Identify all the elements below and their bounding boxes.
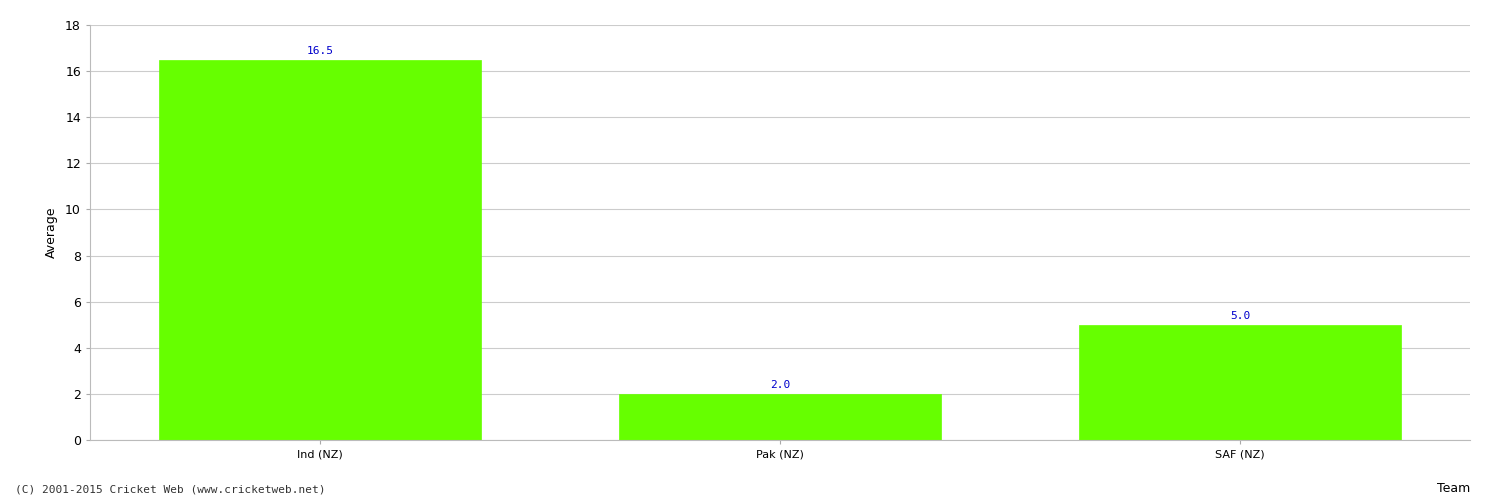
Text: 16.5: 16.5 — [306, 46, 333, 56]
Text: (C) 2001-2015 Cricket Web (www.cricketweb.net): (C) 2001-2015 Cricket Web (www.cricketwe… — [15, 485, 326, 495]
Text: 5.0: 5.0 — [1230, 312, 1250, 322]
Y-axis label: Average: Average — [45, 207, 58, 258]
Bar — [1078, 324, 1401, 440]
Bar — [159, 60, 482, 440]
Bar — [620, 394, 940, 440]
Text: 2.0: 2.0 — [770, 380, 790, 390]
Text: Team: Team — [1437, 482, 1470, 494]
